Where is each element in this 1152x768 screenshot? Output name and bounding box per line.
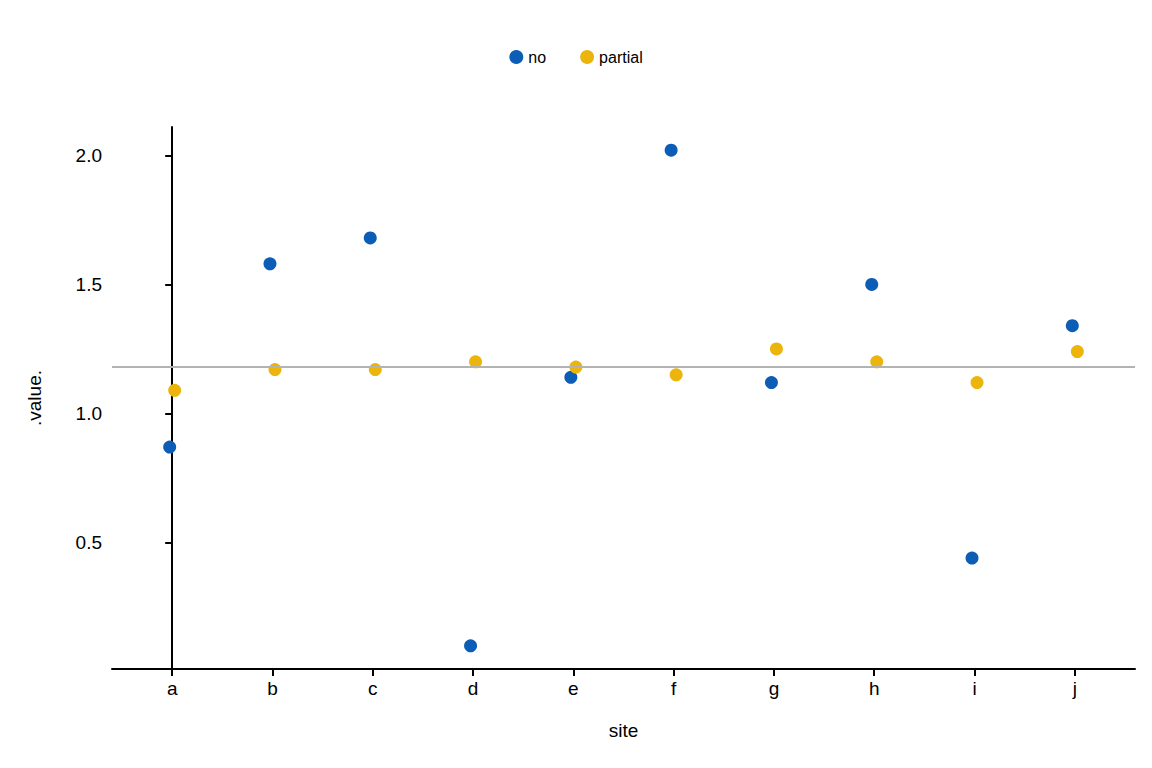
svg-text:1.0: 1.0: [76, 403, 102, 424]
svg-text:f: f: [671, 678, 677, 699]
svg-text:d: d: [468, 678, 479, 699]
svg-text:i: i: [972, 678, 976, 699]
svg-text:b: b: [267, 678, 278, 699]
svg-text:j: j: [1072, 678, 1077, 699]
svg-text:e: e: [568, 678, 579, 699]
svg-text:c: c: [368, 678, 378, 699]
svg-text:a: a: [167, 678, 178, 699]
svg-text:site: site: [609, 720, 639, 741]
svg-text:1.5: 1.5: [76, 274, 102, 295]
svg-text:0.5: 0.5: [76, 532, 102, 553]
svg-text:partial: partial: [599, 49, 643, 66]
svg-text:no: no: [528, 49, 546, 66]
svg-text:2.0: 2.0: [76, 145, 102, 166]
svg-text:h: h: [869, 678, 880, 699]
svg-text:g: g: [769, 678, 780, 699]
svg-text:.value.: .value.: [24, 370, 45, 426]
